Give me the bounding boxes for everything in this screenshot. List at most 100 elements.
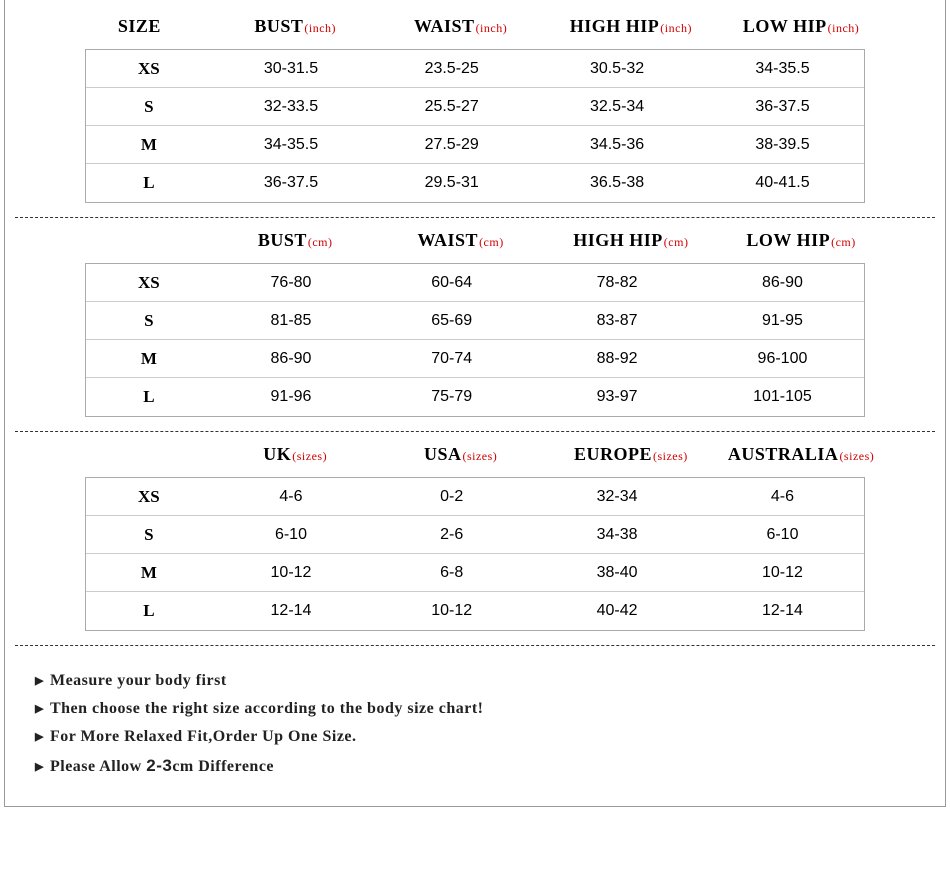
cell-value: 76-80	[212, 274, 370, 292]
note-item: ▶Please Allow 2-3cm Difference	[35, 756, 915, 776]
cell-value: 96-100	[701, 350, 864, 368]
cell-value: 36-37.5	[701, 98, 864, 116]
cell-value: 34-38	[533, 526, 701, 544]
table-row: XS 30-31.5 23.5-25 30.5-32 34-35.5	[86, 50, 864, 88]
cell-value: 29.5-31	[370, 174, 533, 192]
cell-value: 27.5-29	[370, 136, 533, 154]
note-item: ▶Then choose the right size according to…	[35, 700, 915, 718]
cell-value: 38-40	[533, 564, 701, 582]
table-row: XS 4-6 0-2 32-34 4-6	[86, 478, 864, 516]
header-bust: BUST(inch)	[214, 16, 377, 37]
cell-value: 83-87	[533, 312, 701, 330]
cell-size: S	[86, 311, 212, 331]
cell-value: 34-35.5	[701, 60, 864, 78]
table-row: M 10-12 6-8 38-40 10-12	[86, 554, 864, 592]
cell-value: 34-35.5	[212, 136, 370, 154]
header-usa: USA(sizes)	[377, 444, 545, 465]
header-blank	[65, 230, 214, 251]
cell-value: 6-10	[212, 526, 370, 544]
cell-value: 91-96	[212, 388, 370, 406]
cell-size: S	[86, 97, 212, 117]
cell-size: M	[86, 135, 212, 155]
cell-value: 10-12	[212, 564, 370, 582]
bullet-icon: ▶	[35, 675, 44, 687]
cell-value: 25.5-27	[370, 98, 533, 116]
cell-value: 30.5-32	[533, 60, 701, 78]
header-low-hip: LOW HIP(inch)	[717, 16, 885, 37]
table-header-row: BUST(cm) WAIST(cm) HIGH HIP(cm) LOW HIP(…	[65, 224, 885, 263]
table-row: M 34-35.5 27.5-29 34.5-36 38-39.5	[86, 126, 864, 164]
table-body: XS 4-6 0-2 32-34 4-6 S 6-10 2-6 34-38 6-…	[85, 477, 865, 631]
cell-value: 60-64	[370, 274, 533, 292]
cell-value: 36.5-38	[533, 174, 701, 192]
cell-size: XS	[86, 59, 212, 79]
note-item: ▶For More Relaxed Fit,Order Up One Size.	[35, 728, 915, 746]
table-row: S 32-33.5 25.5-27 32.5-34 36-37.5	[86, 88, 864, 126]
cell-value: 4-6	[701, 488, 864, 506]
divider	[15, 431, 935, 432]
cell-value: 86-90	[701, 274, 864, 292]
cell-value: 36-37.5	[212, 174, 370, 192]
table-row: XS 76-80 60-64 78-82 86-90	[86, 264, 864, 302]
bullet-icon: ▶	[35, 731, 44, 743]
cell-size: M	[86, 563, 212, 583]
cell-value: 2-6	[370, 526, 533, 544]
cell-value: 32-34	[533, 488, 701, 506]
cell-value: 4-6	[212, 488, 370, 506]
cell-size: XS	[86, 273, 212, 293]
cell-value: 91-95	[701, 312, 864, 330]
size-table-cm: BUST(cm) WAIST(cm) HIGH HIP(cm) LOW HIP(…	[5, 224, 945, 417]
cell-value: 38-39.5	[701, 136, 864, 154]
cell-value: 10-12	[701, 564, 864, 582]
bullet-icon: ▶	[35, 761, 44, 773]
cell-size: L	[86, 601, 212, 621]
chart-container: SIZE BUST(inch) WAIST(inch) HIGH HIP(inc…	[4, 0, 946, 807]
table-row: L 36-37.5 29.5-31 36.5-38 40-41.5	[86, 164, 864, 202]
divider	[15, 645, 935, 646]
table-row: M 86-90 70-74 88-92 96-100	[86, 340, 864, 378]
table-row: L 12-14 10-12 40-42 12-14	[86, 592, 864, 630]
cell-value: 6-10	[701, 526, 864, 544]
cell-value: 78-82	[533, 274, 701, 292]
cell-size: S	[86, 525, 212, 545]
header-blank	[65, 444, 214, 465]
header-low-hip: LOW HIP(cm)	[717, 230, 885, 251]
cell-value: 101-105	[701, 388, 864, 406]
cell-value: 23.5-25	[370, 60, 533, 78]
header-high-hip: HIGH HIP(cm)	[545, 230, 718, 251]
cell-value: 32-33.5	[212, 98, 370, 116]
table-body: XS 30-31.5 23.5-25 30.5-32 34-35.5 S 32-…	[85, 49, 865, 203]
header-waist: WAIST(inch)	[377, 16, 545, 37]
cell-value: 65-69	[370, 312, 533, 330]
header-bust: BUST(cm)	[214, 230, 377, 251]
cell-value: 86-90	[212, 350, 370, 368]
cell-value: 88-92	[533, 350, 701, 368]
table-header-row: SIZE BUST(inch) WAIST(inch) HIGH HIP(inc…	[65, 10, 885, 49]
cell-value: 30-31.5	[212, 60, 370, 78]
cell-value: 70-74	[370, 350, 533, 368]
header-australia: AUSTRALIA(sizes)	[717, 444, 885, 465]
table-header-row: UK (sizes) USA(sizes) EUROPE(sizes) AUST…	[65, 438, 885, 477]
cell-value: 6-8	[370, 564, 533, 582]
header-size: SIZE	[65, 16, 214, 37]
cell-value: 40-41.5	[701, 174, 864, 192]
table-row: S 6-10 2-6 34-38 6-10	[86, 516, 864, 554]
cell-size: M	[86, 349, 212, 369]
cell-value: 34.5-36	[533, 136, 701, 154]
cell-value: 0-2	[370, 488, 533, 506]
cell-value: 40-42	[533, 602, 701, 620]
table-row: S 81-85 65-69 83-87 91-95	[86, 302, 864, 340]
size-table-inch: SIZE BUST(inch) WAIST(inch) HIGH HIP(inc…	[5, 10, 945, 203]
header-high-hip: HIGH HIP(inch)	[545, 16, 718, 37]
header-waist: WAIST(cm)	[377, 230, 545, 251]
cell-value: 12-14	[212, 602, 370, 620]
table-row: L 91-96 75-79 93-97 101-105	[86, 378, 864, 416]
cell-size: XS	[86, 487, 212, 507]
size-table-intl: UK (sizes) USA(sizes) EUROPE(sizes) AUST…	[5, 438, 945, 631]
cell-value: 75-79	[370, 388, 533, 406]
cell-value: 10-12	[370, 602, 533, 620]
cell-size: L	[86, 173, 212, 193]
header-uk: UK (sizes)	[214, 444, 377, 465]
bullet-icon: ▶	[35, 703, 44, 715]
note-item: ▶Measure your body first	[35, 672, 915, 690]
